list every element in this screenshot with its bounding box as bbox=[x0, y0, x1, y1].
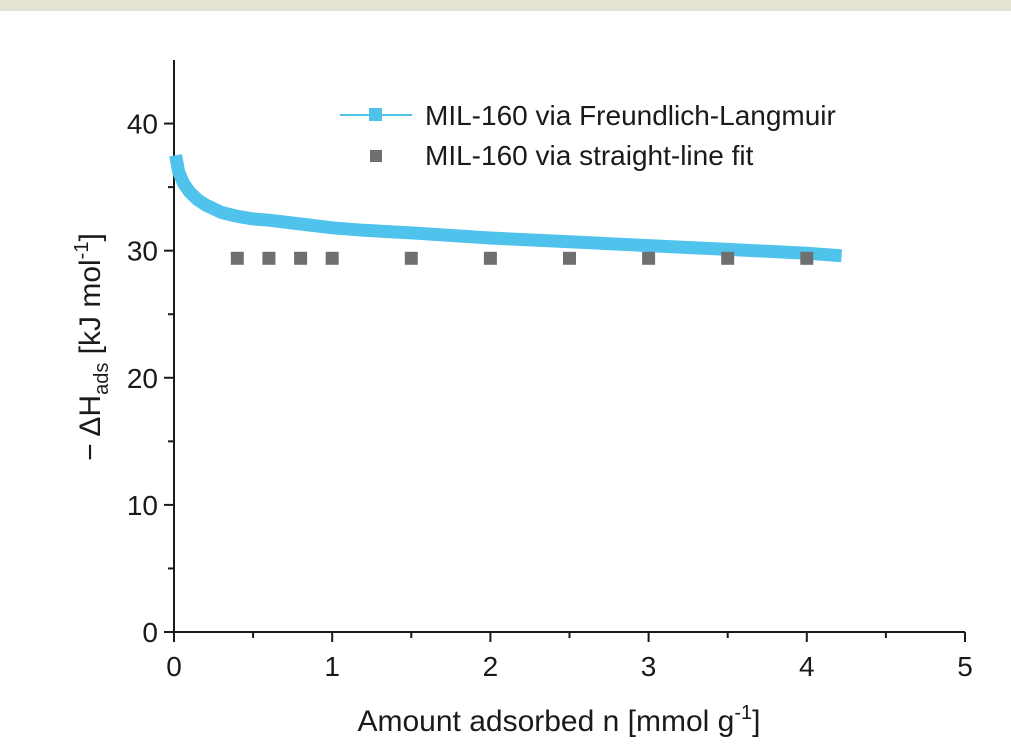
legend-marker-freundlich bbox=[369, 108, 382, 121]
data-point-straight-line bbox=[294, 251, 308, 265]
data-point-straight-line bbox=[325, 251, 339, 265]
data-point-straight-line bbox=[483, 251, 497, 265]
series-layer bbox=[169, 154, 843, 265]
x-tick-label: 0 bbox=[166, 651, 182, 682]
y-tick-label: 20 bbox=[127, 363, 158, 394]
data-point-straight-line bbox=[230, 251, 244, 265]
x-tick-label: 5 bbox=[957, 651, 973, 682]
top-band bbox=[0, 0, 1011, 11]
x-axis-label: Amount adsorbed n [mmol g-1] bbox=[357, 702, 760, 738]
y-tick-label: 40 bbox=[127, 109, 158, 140]
x-tick-label: 4 bbox=[799, 651, 815, 682]
y-axis-label: − ΔHads [kJ mol-1] bbox=[71, 233, 113, 461]
x-tick-label: 2 bbox=[483, 651, 499, 682]
tick-marks bbox=[164, 122, 966, 642]
x-tick-label: 1 bbox=[324, 651, 340, 682]
legend-label-straight: MIL-160 via straight-line fit bbox=[425, 140, 754, 171]
legend-marker-straight bbox=[370, 150, 382, 162]
series-line-freundlich bbox=[169, 154, 843, 263]
y-tick-label: 30 bbox=[127, 236, 158, 267]
data-point-straight-line bbox=[563, 251, 576, 265]
y-tick-label: 10 bbox=[127, 490, 158, 521]
data-point-straight-line bbox=[721, 251, 735, 265]
x-tick-label: 3 bbox=[641, 651, 657, 682]
data-point-straight-line bbox=[262, 251, 276, 265]
data-point-straight-line bbox=[642, 251, 656, 265]
data-point-straight-line bbox=[800, 251, 814, 265]
y-tick-label: 0 bbox=[142, 617, 158, 648]
data-point-straight-line bbox=[404, 251, 418, 265]
legend: MIL-160 via Freundlich-Langmuir MIL-160 … bbox=[340, 100, 836, 171]
tick-labels: 0 1 2 3 4 5 0 10 20 30 40 bbox=[127, 109, 973, 682]
legend-label-freundlich: MIL-160 via Freundlich-Langmuir bbox=[425, 100, 836, 131]
